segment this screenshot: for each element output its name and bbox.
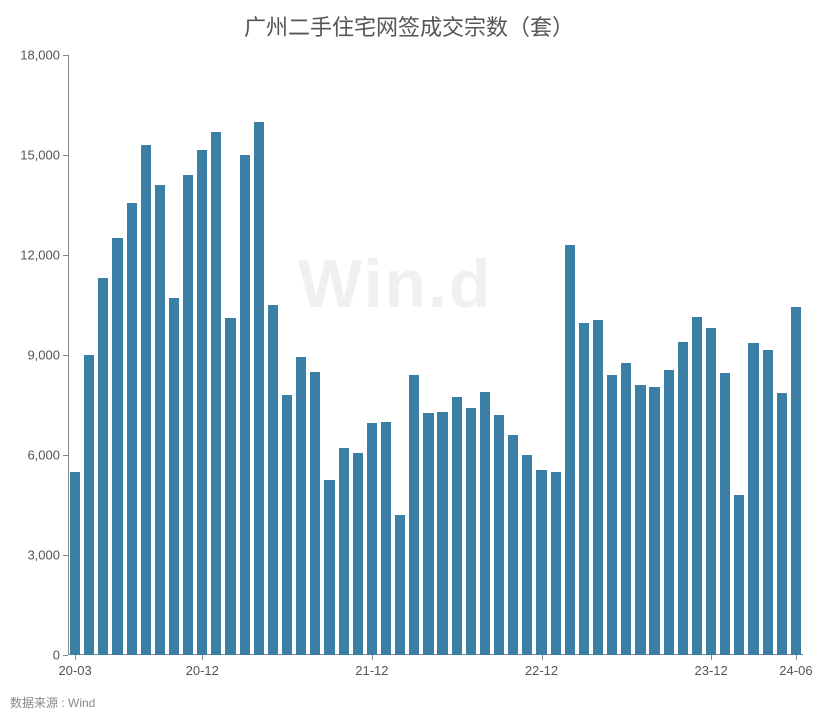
bar xyxy=(649,387,659,655)
bar xyxy=(536,470,546,655)
bar xyxy=(296,357,306,655)
bar xyxy=(748,343,758,655)
x-axis-label: 21-12 xyxy=(355,663,388,678)
bar xyxy=(423,413,433,655)
bar xyxy=(225,318,235,655)
bar xyxy=(508,435,518,655)
bar xyxy=(664,370,674,655)
x-tick xyxy=(542,655,543,660)
y-axis-label: 18,000 xyxy=(20,48,60,63)
bar xyxy=(339,448,349,655)
bar xyxy=(763,350,773,655)
bar xyxy=(282,395,292,655)
x-tick xyxy=(711,655,712,660)
y-axis-label: 6,000 xyxy=(27,448,60,463)
bar xyxy=(268,305,278,655)
x-axis-label: 20-03 xyxy=(58,663,91,678)
bar xyxy=(791,307,801,655)
bar xyxy=(98,278,108,655)
x-axis-label: 24-06 xyxy=(779,663,812,678)
bar xyxy=(240,155,250,655)
y-tick xyxy=(63,655,68,656)
y-axis-label: 3,000 xyxy=(27,548,60,563)
chart-container: 广州二手住宅网签成交宗数（套） Win.d 03,0006,0009,00012… xyxy=(0,0,818,717)
y-axis-label: 12,000 xyxy=(20,248,60,263)
x-tick xyxy=(202,655,203,660)
bar xyxy=(706,328,716,655)
chart-title: 广州二手住宅网签成交宗数（套） xyxy=(0,0,818,42)
x-tick xyxy=(796,655,797,660)
y-axis-label: 15,000 xyxy=(20,148,60,163)
bar xyxy=(310,372,320,655)
bar xyxy=(183,175,193,655)
bar xyxy=(494,415,504,655)
x-axis-label: 22-12 xyxy=(525,663,558,678)
bar xyxy=(593,320,603,655)
bar xyxy=(621,363,631,655)
y-axis-label: 9,000 xyxy=(27,348,60,363)
bar xyxy=(141,145,151,655)
x-axis-label: 20-12 xyxy=(186,663,219,678)
bar xyxy=(409,375,419,655)
bar xyxy=(437,412,447,655)
x-tick xyxy=(372,655,373,660)
bar xyxy=(254,122,264,655)
bar xyxy=(720,373,730,655)
bar xyxy=(466,408,476,655)
bar xyxy=(777,393,787,655)
bar xyxy=(452,397,462,655)
bar xyxy=(607,375,617,655)
bar xyxy=(70,472,80,655)
bar xyxy=(211,132,221,655)
bar xyxy=(112,238,122,655)
bar xyxy=(381,422,391,655)
plot-area: Win.d 03,0006,0009,00012,00015,00018,000… xyxy=(68,55,803,655)
bar xyxy=(395,515,405,655)
bar xyxy=(155,185,165,655)
bar xyxy=(480,392,490,655)
bar xyxy=(692,317,702,655)
bar xyxy=(367,423,377,655)
bar xyxy=(522,455,532,655)
bar xyxy=(635,385,645,655)
bar xyxy=(353,453,363,655)
bars-layer xyxy=(68,55,803,655)
bar xyxy=(579,323,589,655)
bar xyxy=(169,298,179,655)
bar xyxy=(84,355,94,655)
bar xyxy=(734,495,744,655)
x-axis-label: 23-12 xyxy=(695,663,728,678)
x-tick xyxy=(75,655,76,660)
bar xyxy=(324,480,334,655)
bar xyxy=(551,472,561,655)
bar xyxy=(127,203,137,655)
bar xyxy=(197,150,207,655)
bar xyxy=(678,342,688,655)
y-axis-label: 0 xyxy=(53,648,60,663)
bar xyxy=(565,245,575,655)
source-text: 数据来源 : Wind xyxy=(10,694,95,711)
